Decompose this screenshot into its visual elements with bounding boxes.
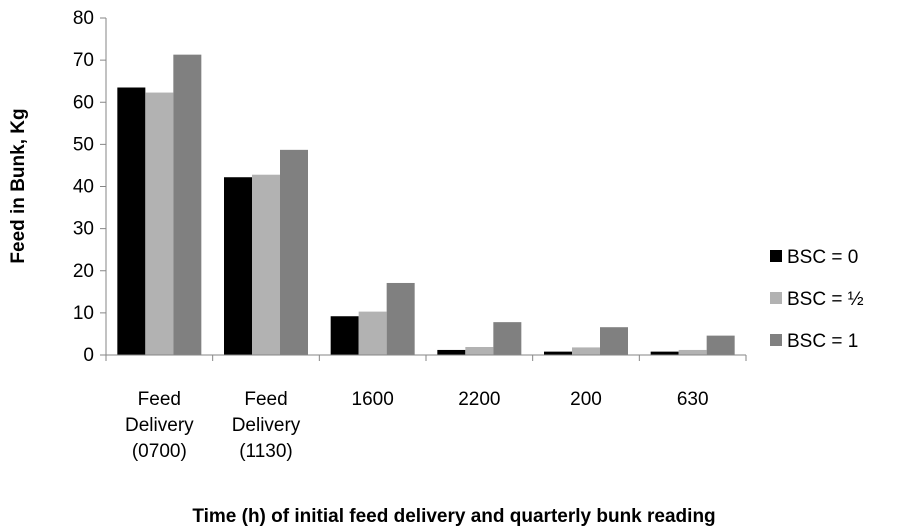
x-tick-label: Feed Delivery (1130)	[232, 389, 301, 462]
y-tick-label: 20	[73, 261, 94, 282]
bar-series-1-cat-1	[252, 174, 280, 355]
x-tick-label-line: (0700)	[132, 441, 187, 462]
bar-series-2-cat-3	[493, 322, 522, 355]
x-tick-label: 200	[570, 389, 602, 410]
bar-series-0-cat-0	[117, 87, 146, 355]
bar-series-2-cat-2	[386, 282, 415, 355]
x-tick-label-line: 1600	[352, 389, 394, 410]
bar-series-1-cat-2	[358, 311, 387, 355]
bar-series-0-cat-4	[544, 351, 572, 355]
bar-series-0-cat-1	[224, 177, 252, 355]
x-tick-label: 630	[677, 389, 709, 410]
plot-area: 0 10 20 30 40 50 60 70 80 Feed Delivery (0700) Feed D…	[73, 8, 747, 462]
bar-series-0-cat-3	[437, 349, 466, 355]
y-tick-label: 40	[73, 177, 94, 198]
y-tick-label: 30	[73, 219, 94, 240]
x-tick-label-line: Delivery	[125, 415, 194, 436]
legend-swatch	[770, 250, 782, 262]
legend-swatch	[770, 292, 782, 304]
y-axis-title: Feed in Bunk, Kg	[8, 108, 29, 263]
x-tick-label-line: 2200	[458, 389, 500, 410]
y-tick-label: 50	[73, 134, 94, 155]
x-tick-label-line: Delivery	[232, 415, 301, 436]
x-tick-label: Feed Delivery (0700)	[125, 389, 194, 462]
y-tick-label: 60	[73, 92, 94, 113]
legend-label: BSC = 0	[787, 247, 858, 268]
x-tick-label-line: Feed	[138, 389, 181, 410]
y-tick-label: 70	[73, 50, 94, 71]
x-tick-label: 2200	[458, 389, 500, 410]
bar-series-1-cat-5	[678, 349, 707, 355]
bar-series-0-cat-2	[330, 316, 359, 355]
bar-series-1-cat-0	[145, 92, 174, 355]
x-tick-label-line: Feed	[244, 389, 287, 410]
bar-series-2-cat-0	[173, 54, 202, 356]
bar-series-0-cat-5	[650, 351, 679, 355]
legend: BSC = 0 BSC = ½ BSC = 1	[770, 247, 864, 352]
bar-series-2-cat-5	[706, 335, 735, 355]
bar-series-1-cat-3	[465, 346, 494, 355]
x-tick-label-line: 630	[677, 389, 709, 410]
y-tick-label: 10	[73, 303, 94, 324]
bar-series-2-cat-4	[600, 327, 628, 355]
x-tick-label-line: 200	[570, 389, 602, 410]
x-axis-title: Time (h) of initial feed delivery and qu…	[192, 506, 715, 527]
legend-label: BSC = ½	[787, 289, 864, 310]
y-tick-label: 80	[73, 8, 94, 29]
x-tick-label: 1600	[352, 389, 394, 410]
x-tick-label-line: (1130)	[239, 441, 293, 462]
legend-swatch	[770, 334, 782, 346]
bar-series-1-cat-4	[572, 347, 600, 355]
legend-label: BSC = 1	[787, 331, 858, 352]
y-tick-label: 0	[83, 345, 94, 366]
bar-series-2-cat-1	[280, 149, 308, 355]
